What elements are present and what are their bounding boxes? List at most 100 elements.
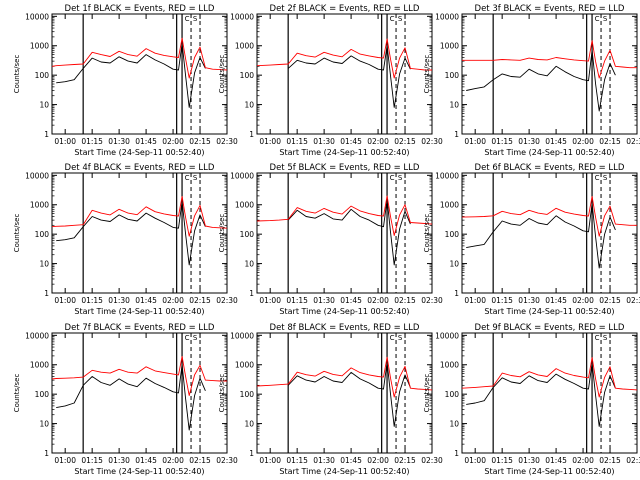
events-series-line xyxy=(466,203,616,269)
x-tick-label: 02:15 xyxy=(189,456,211,465)
y-tick-label: 1000 xyxy=(440,201,459,210)
y-tick-label: 1000 xyxy=(235,361,254,370)
annotation-label: C xyxy=(390,174,395,182)
x-tick-label: 01:45 xyxy=(135,296,157,305)
lld-series-line xyxy=(256,38,432,79)
y-tick-label: 10 xyxy=(244,260,254,269)
plot-frame xyxy=(461,332,638,454)
events-series-line xyxy=(287,199,411,266)
panel-6: Det 6f BLACK = Events, RED = LLD Counts/s… xyxy=(423,163,640,316)
x-tick-label: 02:00 xyxy=(367,456,389,465)
x-tick-label: 01:30 xyxy=(108,137,130,146)
x-tick-label: 02:15 xyxy=(394,296,416,305)
panel-title: Det 5f BLACK = Events, RED = LLD xyxy=(270,163,420,173)
y-axis-label: Counts/sec xyxy=(423,374,431,413)
x-tick-label: 01:45 xyxy=(340,456,362,465)
y-tick-label: 1000 xyxy=(235,42,254,51)
lld-series-line xyxy=(461,196,637,237)
x-tick-label: 01:00 xyxy=(54,296,76,305)
x-axis-label: Start Time (24-Sep-11 00:52:40) xyxy=(279,307,409,316)
x-axis-label: Start Time (24-Sep-11 00:52:40) xyxy=(74,148,204,157)
y-tick-label: 1 xyxy=(249,289,254,298)
x-axis-label: Start Time (24-Sep-11 00:52:40) xyxy=(484,307,614,316)
x-tick-label: 02:00 xyxy=(367,137,389,146)
x-tick-label: 01:00 xyxy=(259,296,281,305)
y-tick-label: 1 xyxy=(44,130,49,139)
y-tick-label: 10000 xyxy=(435,331,459,340)
x-tick-label: 01:00 xyxy=(259,137,281,146)
y-tick-label: 10000 xyxy=(230,331,254,340)
annotation-label: C xyxy=(390,334,395,342)
y-axis-label: Counts/sec xyxy=(423,55,431,94)
x-tick-label: 01:00 xyxy=(259,456,281,465)
x-tick-label: 01:15 xyxy=(286,137,308,146)
x-tick-label: 01:15 xyxy=(491,296,513,305)
x-tick-label: 01:00 xyxy=(54,456,76,465)
panel-title: Det 7f BLACK = Events, RED = LLD xyxy=(65,323,215,333)
x-tick-label: 02:00 xyxy=(162,137,184,146)
x-tick-label: 01:15 xyxy=(491,456,513,465)
x-axis-label: Start Time (24-Sep-11 00:52:40) xyxy=(484,467,614,476)
x-tick-label: 01:45 xyxy=(135,456,157,465)
x-tick-label: 02:30 xyxy=(216,456,238,465)
y-tick-label: 10 xyxy=(449,260,459,269)
panel-title: Det 3f BLACK = Events, RED = LLD xyxy=(475,4,625,14)
x-tick-label: 01:15 xyxy=(286,296,308,305)
plot-frame xyxy=(51,172,228,294)
y-tick-label: 1 xyxy=(249,130,254,139)
x-tick-label: 01:00 xyxy=(464,296,486,305)
x-tick-label: 01:45 xyxy=(545,456,567,465)
annotation-label: S xyxy=(603,334,608,342)
plot-frame xyxy=(256,13,433,135)
x-tick-label: 01:15 xyxy=(286,456,308,465)
panel-title: Det 2f BLACK = Events, RED = LLD xyxy=(270,4,420,14)
panel-4: Det 4f BLACK = Events, RED = LLD Counts/s… xyxy=(13,163,238,316)
x-axis-label: Start Time (24-Sep-11 00:52:40) xyxy=(279,148,409,157)
x-tick-label: 02:30 xyxy=(626,137,640,146)
y-tick-label: 1000 xyxy=(235,201,254,210)
panel-3: Det 3f BLACK = Events, RED = LLD Counts/s… xyxy=(423,4,640,157)
panel-title: Det 1f BLACK = Events, RED = LLD xyxy=(65,4,215,14)
y-tick-label: 10000 xyxy=(435,12,459,21)
y-tick-label: 10000 xyxy=(435,171,459,180)
y-tick-label: 1000 xyxy=(440,42,459,51)
plot-frame xyxy=(51,332,228,454)
lld-series-line xyxy=(256,195,433,236)
x-tick-label: 02:00 xyxy=(572,137,594,146)
x-tick-label: 02:30 xyxy=(626,296,640,305)
annotation-label: S xyxy=(193,174,198,182)
y-tick-label: 1 xyxy=(454,449,459,458)
panel-7: Det 7f BLACK = Events, RED = LLD Counts/s… xyxy=(13,323,238,476)
events-series-line xyxy=(56,42,206,108)
x-tick-label: 01:45 xyxy=(545,137,567,146)
y-tick-label: 1 xyxy=(454,289,459,298)
y-tick-label: 100 xyxy=(445,390,460,399)
y-axis-label: Counts/sec xyxy=(218,374,226,413)
y-tick-label: 10 xyxy=(449,101,459,110)
x-tick-label: 01:15 xyxy=(491,137,513,146)
y-tick-label: 10 xyxy=(39,101,49,110)
y-axis-label: Counts/sec xyxy=(218,55,226,94)
y-tick-label: 10000 xyxy=(230,12,254,21)
y-tick-label: 100 xyxy=(445,71,460,80)
x-tick-label: 02:15 xyxy=(394,137,416,146)
panel-title: Det 9f BLACK = Events, RED = LLD xyxy=(475,323,625,333)
y-tick-label: 10 xyxy=(449,420,459,429)
y-axis-label: Counts/sec xyxy=(423,214,431,253)
lld-series-line xyxy=(51,356,227,396)
x-tick-label: 01:15 xyxy=(81,137,103,146)
lld-series-line xyxy=(51,37,228,79)
y-tick-label: 10000 xyxy=(25,331,49,340)
panel-5: Det 5f BLACK = Events, RED = LLD Counts/s… xyxy=(218,163,443,316)
lld-series-line xyxy=(51,196,228,237)
annotation-label: C xyxy=(595,174,600,182)
x-tick-label: 02:00 xyxy=(162,296,184,305)
x-tick-label: 01:15 xyxy=(81,456,103,465)
annotation-label: C xyxy=(185,334,190,342)
annotation-label: C xyxy=(185,174,190,182)
annotation-label: C xyxy=(595,334,600,342)
x-tick-label: 01:00 xyxy=(464,137,486,146)
x-tick-label: 02:30 xyxy=(626,456,640,465)
y-tick-label: 10 xyxy=(244,101,254,110)
y-tick-label: 1000 xyxy=(30,42,49,51)
